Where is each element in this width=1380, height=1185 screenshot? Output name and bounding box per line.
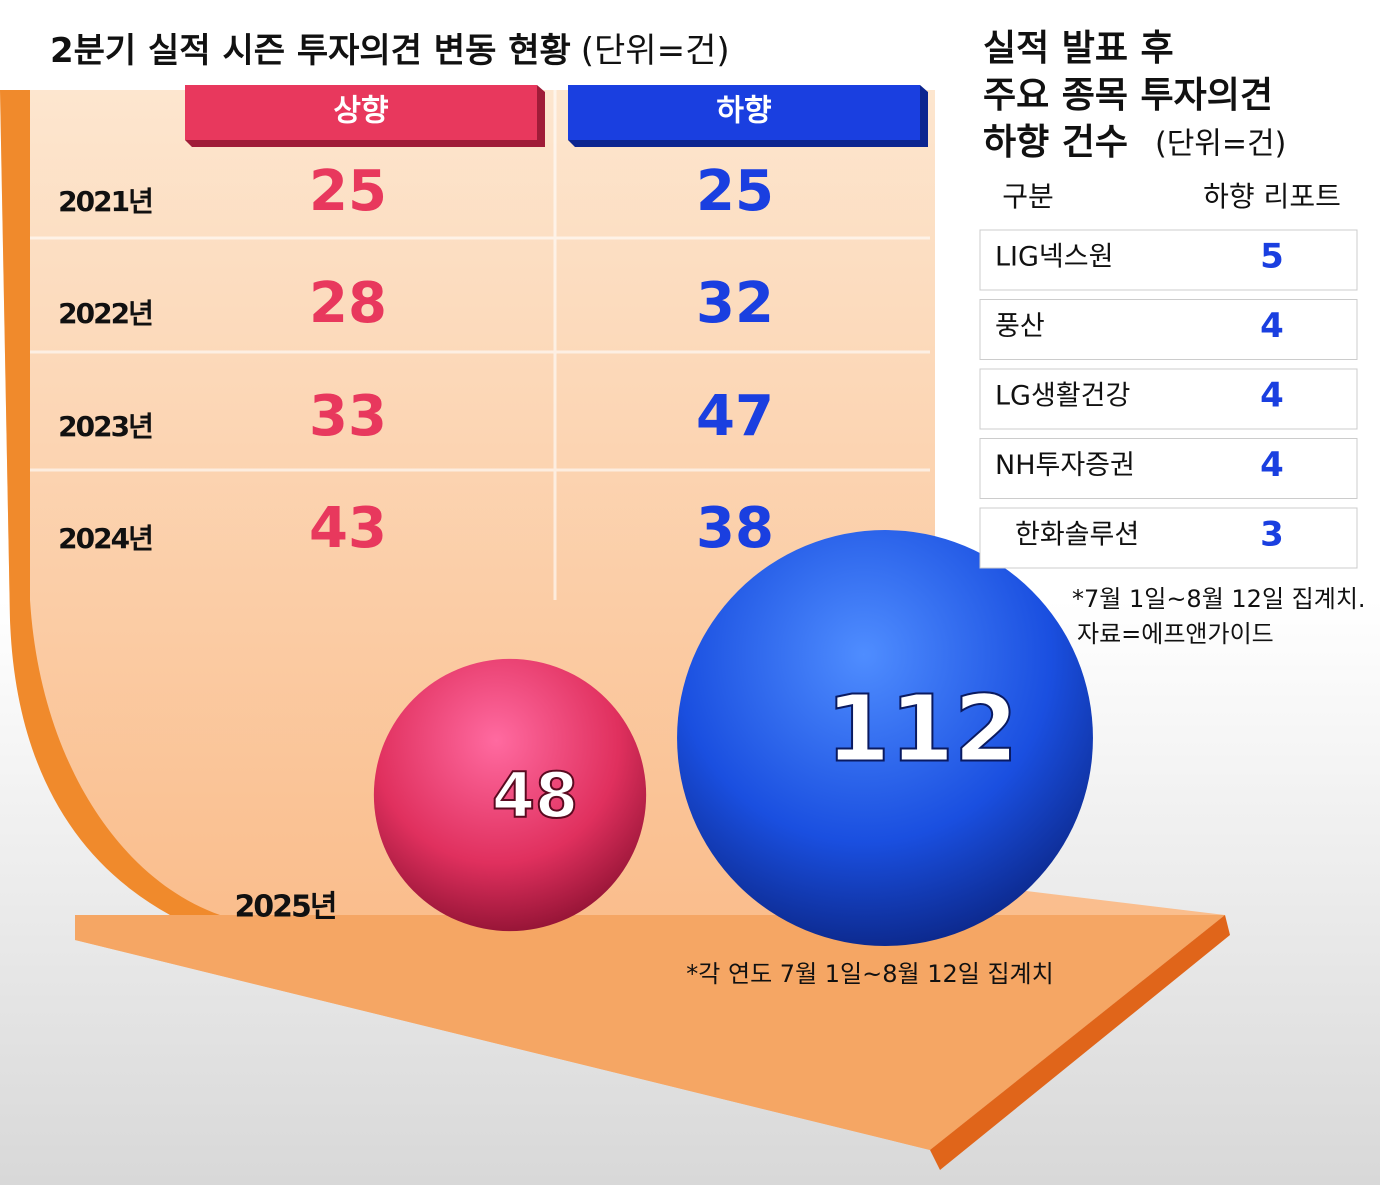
count: 5 [1260,237,1284,277]
company: 한화솔루션 [1015,520,1139,551]
company: LIG넥스원 [995,242,1113,273]
count: 4 [1260,445,1284,485]
count: 3 [1260,515,1284,555]
count: 4 [1260,306,1284,346]
up-label: 48 [492,759,578,832]
source: 자료=에프앤가이드 [1077,620,1274,648]
footnote: *각 연도 7월 1일~8월 12일 집계치 [686,960,1053,988]
side-title: 하향 건수 [983,122,1128,163]
company: 풍산 [995,311,1045,342]
count: 4 [1260,376,1284,416]
down-label: 112 [826,675,1018,782]
year: 2022년 [58,297,152,330]
year: 2021년 [58,185,152,218]
year: 2025년 [234,890,335,925]
row-box [979,438,1358,499]
header: 상향 [333,94,388,129]
up-value: 43 [309,496,387,561]
down-value: 25 [696,159,774,224]
col-header: 하향 리포트 [1203,180,1341,213]
title-text: 2분기 실적 시즌 투자의견 변동 현황 [50,31,571,71]
year: 2024년 [58,522,152,555]
unit: (단위=건) [581,31,730,71]
side-title: 실적 발표 후 [983,28,1174,69]
down-value: 38 [696,496,774,561]
down-bubble [677,530,1093,946]
company: LG생활건강 [995,381,1130,412]
row-box [979,507,1358,569]
source: *7월 1일~8월 12일 집계치. [1072,585,1366,613]
year: 2023년 [58,410,152,443]
title: 2분기 실적 시즌 투자의견 변동 현황 (단위=건) [50,31,730,71]
down-value: 32 [696,271,774,336]
side-title: 주요 종목 투자의견 [983,75,1273,116]
up-value: 25 [309,159,387,224]
up-value: 33 [309,384,387,449]
unit: (단위=건) [1155,127,1286,162]
company: NH투자증권 [995,450,1135,481]
down-value: 47 [696,384,774,449]
header: 하향 [716,94,771,129]
up-value: 28 [309,271,387,336]
row-box [979,229,1358,291]
col-header: 구분 [1002,180,1054,213]
row-box [979,299,1358,360]
row-box [979,368,1358,430]
up-bubble [373,658,647,932]
